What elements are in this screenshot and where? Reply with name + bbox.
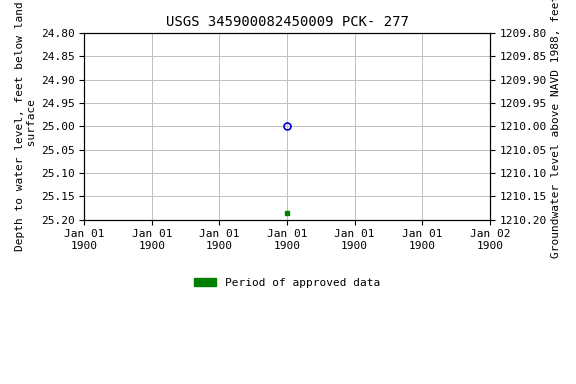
- Y-axis label: Groundwater level above NAVD 1988, feet: Groundwater level above NAVD 1988, feet: [551, 0, 561, 258]
- Legend: Period of approved data: Period of approved data: [190, 274, 385, 293]
- Title: USGS 345900082450009 PCK- 277: USGS 345900082450009 PCK- 277: [166, 15, 408, 29]
- Y-axis label: Depth to water level, feet below land
 surface: Depth to water level, feet below land su…: [15, 2, 37, 251]
